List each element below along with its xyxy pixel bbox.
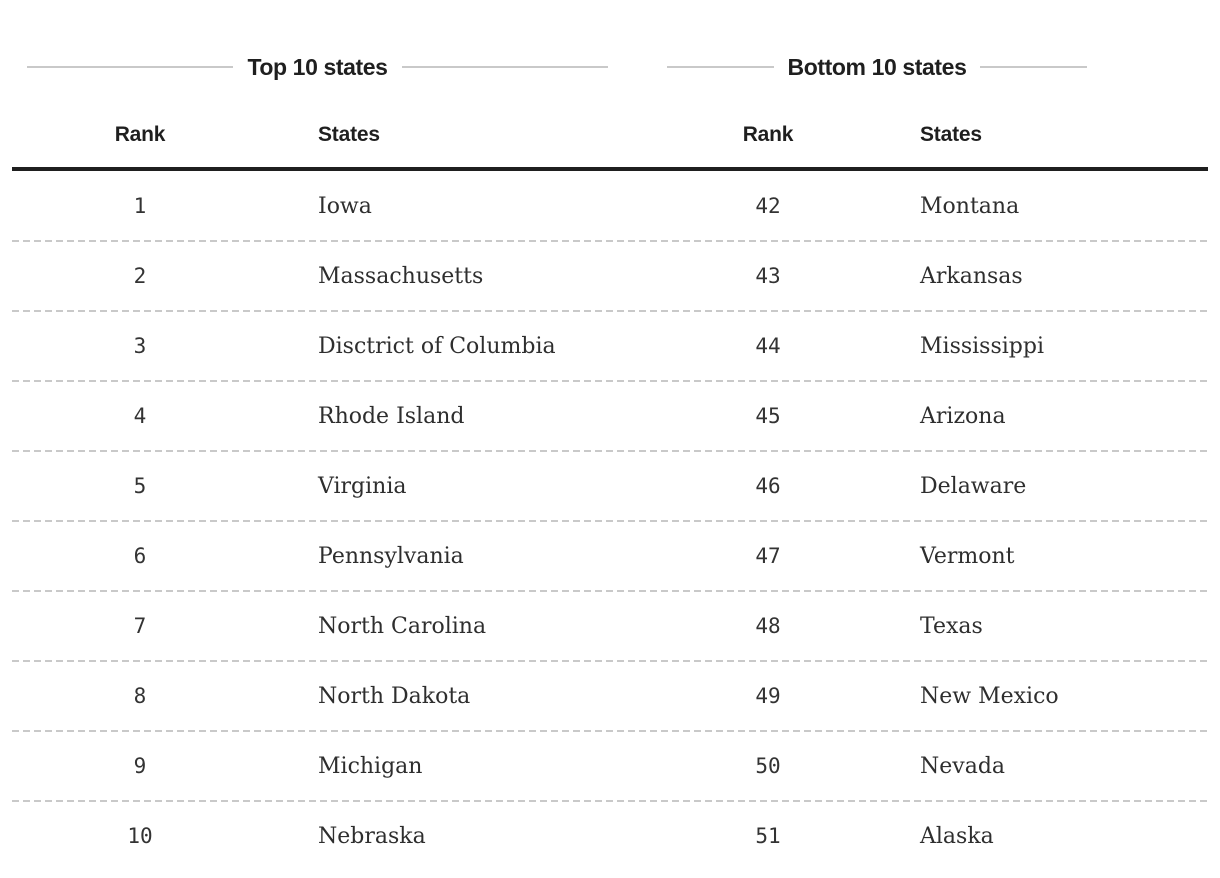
state-cell: Alaska	[920, 823, 994, 849]
table-row: 10 Nebraska 51 Alaska	[12, 801, 1208, 871]
rank-cell: 3	[133, 334, 147, 358]
state-cell: Rhode Island	[318, 403, 465, 429]
title-flank-line	[27, 66, 234, 68]
title-flank-line	[401, 66, 608, 68]
state-cell: Mississippi	[920, 333, 1044, 359]
table-row: 8 North Dakota 49 New Mexico	[12, 661, 1208, 732]
bottom-states-title-block: Bottom 10 states	[610, 54, 1208, 80]
table-body: 1 Iowa 42 Montana 2 Massachusetts 43 Ark…	[0, 171, 1220, 871]
rank-cell: 1	[133, 194, 147, 218]
state-cell: Massachusetts	[318, 263, 484, 289]
left-rank-header: Rank	[114, 123, 166, 146]
state-cell: Arkansas	[920, 263, 1023, 289]
rank-cell: 45	[755, 404, 781, 428]
rank-cell: 9	[133, 754, 147, 778]
rank-cell: 6	[133, 544, 147, 568]
table-row: 6 Pennsylvania 47 Vermont	[12, 521, 1208, 592]
title-flank-line	[980, 66, 1087, 68]
rank-cell: 10	[127, 824, 153, 848]
state-cell: Pennsylvania	[318, 543, 464, 569]
table-row: 3 Disctrict of Columbia 44 Mississippi	[12, 311, 1208, 382]
rank-cell: 50	[755, 754, 781, 778]
rank-cell: 43	[755, 264, 781, 288]
rank-cell: 7	[133, 614, 147, 638]
section-titles-row: Top 10 states Bottom 10 states	[12, 54, 1208, 80]
state-cell: North Carolina	[318, 613, 487, 639]
rank-cell: 47	[755, 544, 781, 568]
right-rank-header: Rank	[742, 123, 794, 146]
state-cell: Iowa	[318, 193, 372, 219]
state-cell: Disctrict of Columbia	[318, 333, 556, 359]
rank-cell: 8	[133, 684, 147, 708]
state-cell: Texas	[920, 613, 983, 639]
rank-cell: 48	[755, 614, 781, 638]
rank-cell: 51	[755, 824, 781, 848]
rank-cell: 4	[133, 404, 147, 428]
left-states-header: States	[318, 123, 380, 146]
top-states-title-block: Top 10 states	[12, 54, 610, 80]
table-row: 4 Rhode Island 45 Arizona	[12, 381, 1208, 452]
right-states-header: States	[920, 123, 982, 146]
bottom-states-title: Bottom 10 states	[787, 54, 967, 80]
state-cell: Arizona	[920, 403, 1006, 429]
state-cell: Michigan	[318, 753, 423, 779]
state-cell: North Dakota	[318, 683, 471, 709]
state-cell: Vermont	[920, 543, 1015, 569]
rank-cell: 2	[133, 264, 147, 288]
top-states-title: Top 10 states	[247, 54, 388, 80]
table-row: 9 Michigan 50 Nevada	[12, 731, 1208, 802]
rank-cell: 5	[133, 474, 147, 498]
rank-cell: 44	[755, 334, 781, 358]
state-cell: New Mexico	[920, 683, 1059, 709]
column-header-row: Rank States Rank States	[12, 80, 1208, 171]
state-cell: Delaware	[920, 473, 1027, 499]
state-cell: Nevada	[920, 753, 1006, 779]
state-cell: Nebraska	[318, 823, 426, 849]
rank-cell: 49	[755, 684, 781, 708]
rank-cell: 42	[755, 194, 781, 218]
state-cell: Montana	[920, 193, 1020, 219]
title-flank-line	[667, 66, 774, 68]
table-row: 7 North Carolina 48 Texas	[12, 591, 1208, 662]
state-cell: Virginia	[318, 473, 407, 499]
rank-cell: 46	[755, 474, 781, 498]
table-row: 5 Virginia 46 Delaware	[12, 451, 1208, 522]
table-row: 1 Iowa 42 Montana	[12, 171, 1208, 242]
table-row: 2 Massachusetts 43 Arkansas	[12, 241, 1208, 312]
